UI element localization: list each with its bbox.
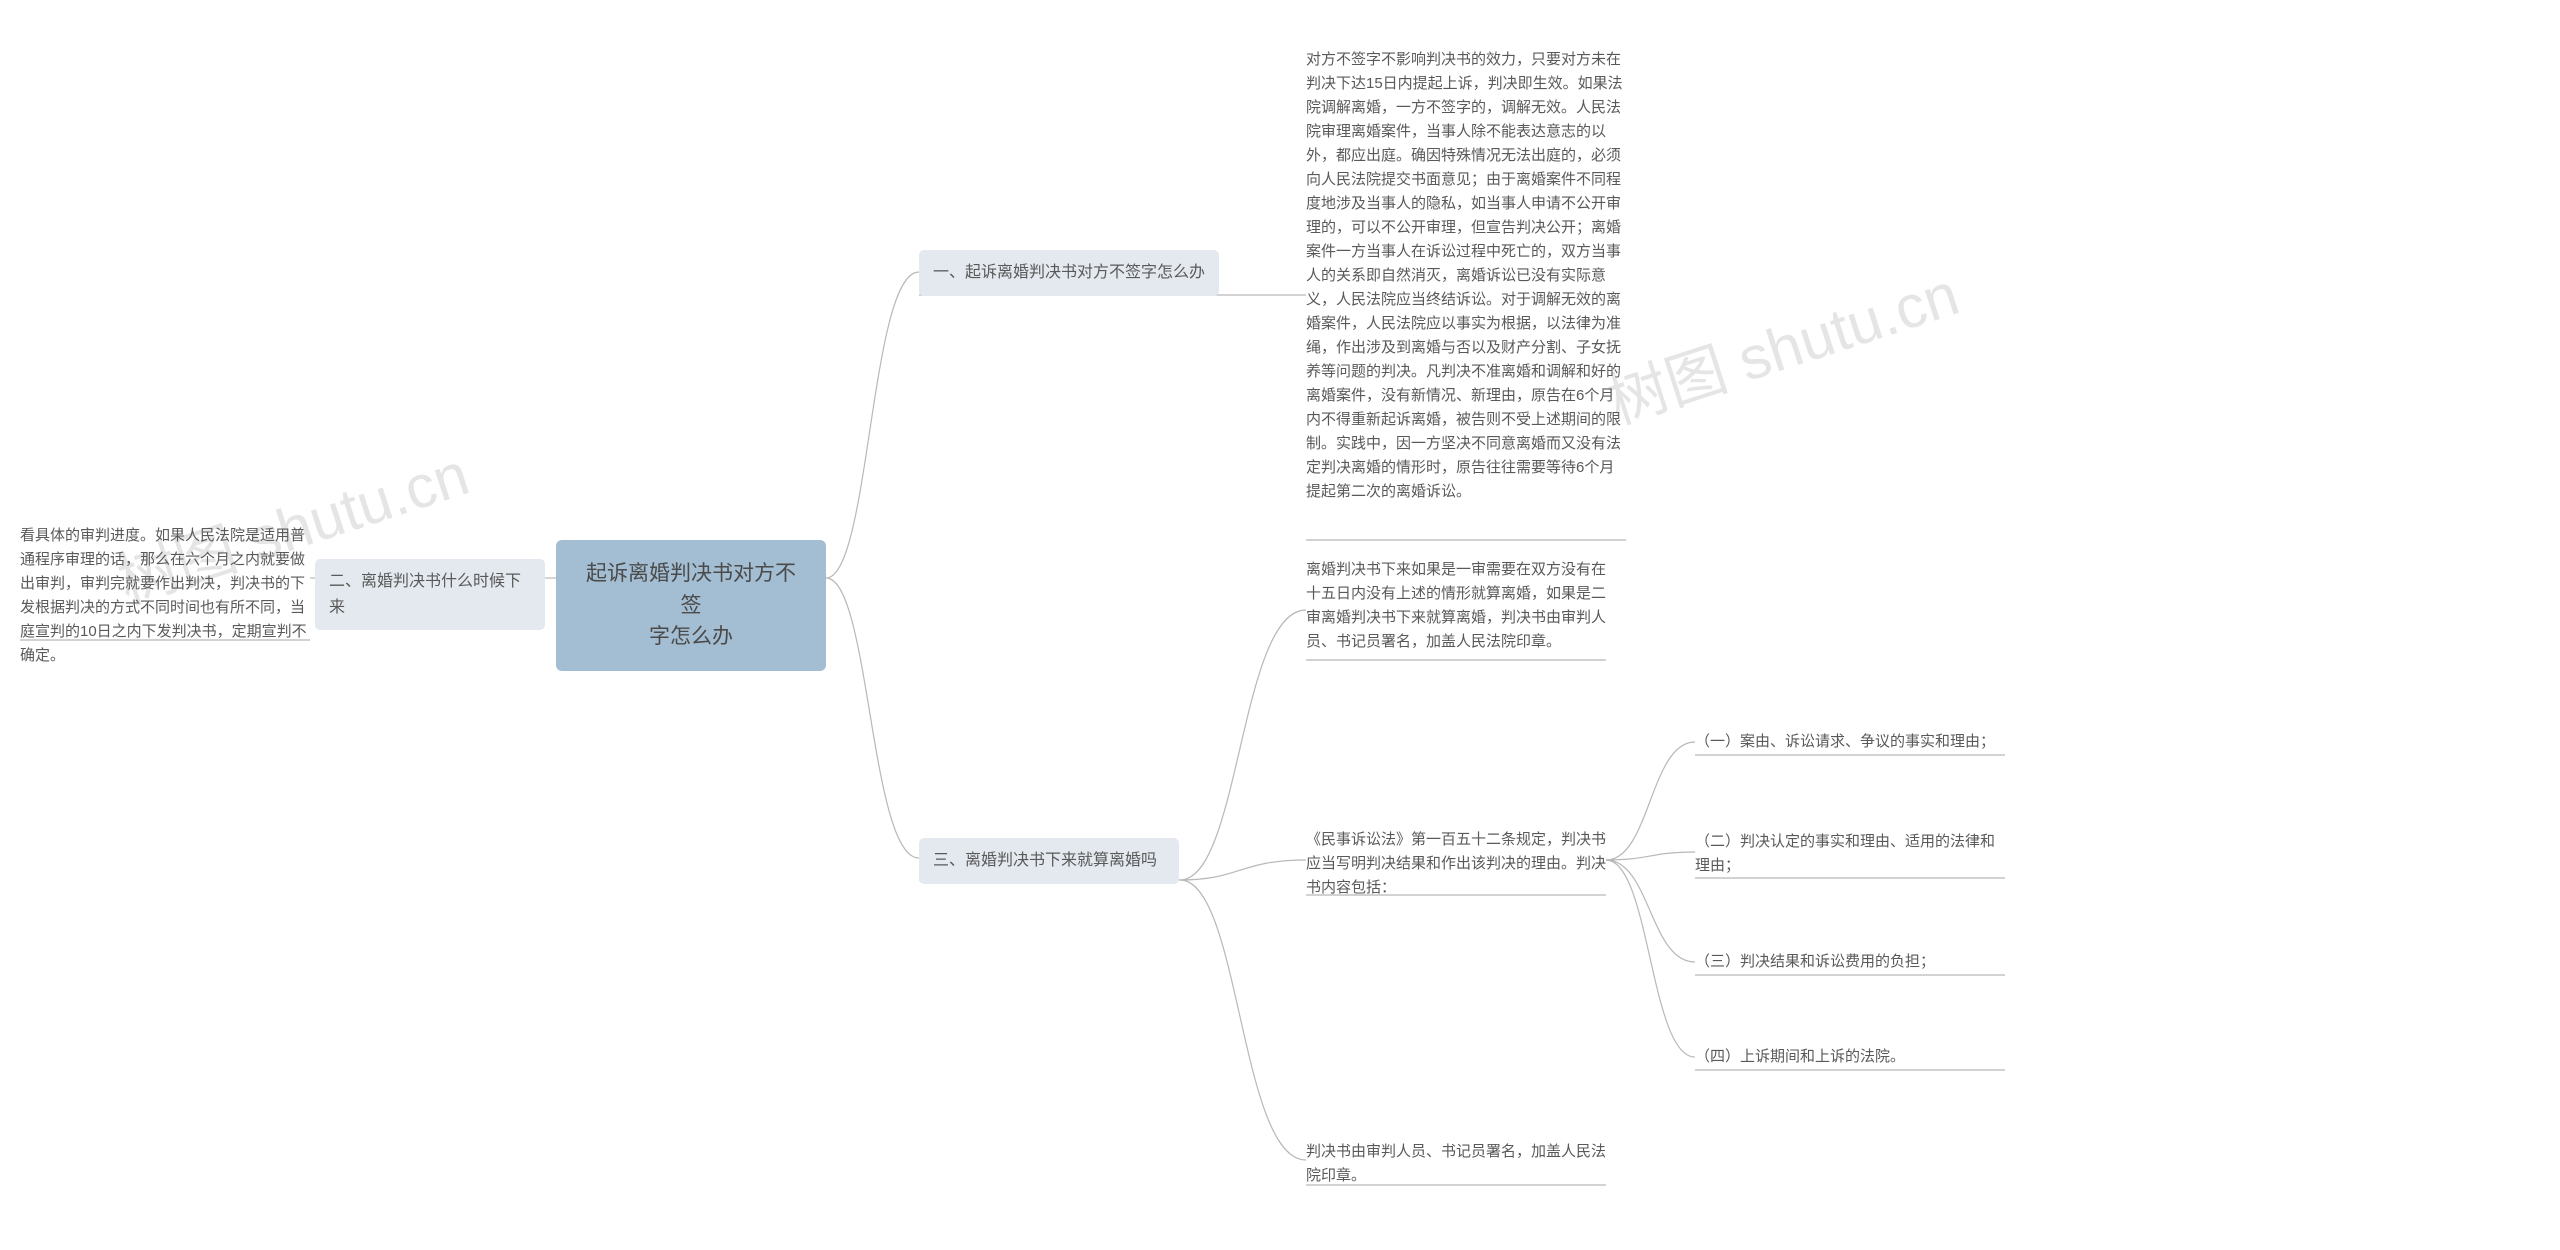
root-title-line2: 字怎么办 bbox=[649, 625, 733, 648]
branch-3-item-3: （三）判决结果和诉讼费用的负担； bbox=[1695, 950, 2005, 974]
branch-3-item-4: （四）上诉期间和上诉的法院。 bbox=[1695, 1045, 2005, 1069]
branch-2-body: 看具体的审判进度。如果人民法院是适用普通程序审理的话，那么在六个月之内就要做出审… bbox=[20, 524, 310, 668]
branch-1-label: 一、起诉离婚判决书对方不签字怎么办 bbox=[919, 250, 1219, 296]
branch-3-item-1: （一）案由、诉讼请求、争议的事实和理由； bbox=[1695, 730, 2005, 754]
branch-1-body: 对方不签字不影响判决书的效力，只要对方未在判决下达15日内提起上诉，判决即生效。… bbox=[1306, 48, 1626, 504]
branch-3-item-2: （二）判决认定的事实和理由、适用的法律和理由； bbox=[1695, 830, 2005, 878]
branch-2-label: 二、离婚判决书什么时候下来 bbox=[315, 559, 545, 630]
root-title-line1: 起诉离婚判决书对方不签 bbox=[586, 562, 796, 617]
watermark: 树图 shutu.cn bbox=[1595, 246, 1968, 441]
branch-3-child-2: 《民事诉讼法》第一百五十二条规定，判决书应当写明判决结果和作出该判决的理由。判决… bbox=[1306, 828, 1606, 900]
branch-3-child-1: 离婚判决书下来如果是一审需要在双方没有在十五日内没有上述的情形就算离婚，如果是二… bbox=[1306, 558, 1606, 654]
mindmap-root: 起诉离婚判决书对方不签 字怎么办 bbox=[556, 540, 826, 671]
branch-3-label: 三、离婚判决书下来就算离婚吗 bbox=[919, 838, 1179, 884]
branch-3-child-3: 判决书由审判人员、书记员署名，加盖人民法院印章。 bbox=[1306, 1140, 1606, 1188]
